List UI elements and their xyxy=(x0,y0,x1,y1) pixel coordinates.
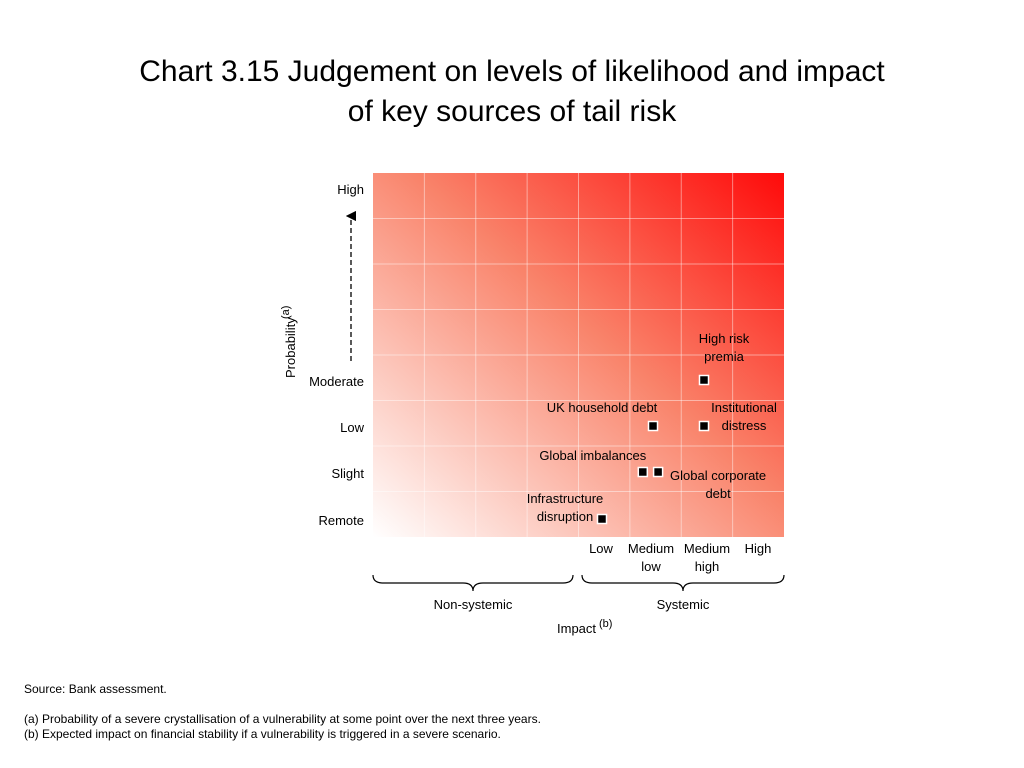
y-axis-label-superscript: (a) xyxy=(280,306,292,319)
data-point-label: Global corporate debt xyxy=(670,468,766,501)
x-tick-label: High xyxy=(745,541,772,556)
risk-matrix-chart: Remote Slight Low Moderate High Probability(a… xyxy=(280,173,785,636)
y-tick-label: Slight xyxy=(331,466,364,481)
y-tick-label: Moderate xyxy=(309,374,364,389)
data-point-marker xyxy=(637,466,649,478)
data-point-label: High risk premia xyxy=(699,331,750,364)
x-axis-label: Impact xyxy=(557,621,596,636)
data-point-marker xyxy=(647,420,659,432)
data-point-label: Infrastructure disruption xyxy=(527,491,604,524)
x-tick-label: Low xyxy=(589,541,613,556)
plot-background xyxy=(373,173,784,537)
y-axis-label: Probability xyxy=(283,317,298,378)
footnote-a: (a) Probability of a severe crystallisat… xyxy=(24,712,541,726)
x-axis-label-superscript: (b) xyxy=(599,618,612,630)
y-tick-label: Low xyxy=(340,420,364,435)
group-label-non-systemic: Non-systemic xyxy=(434,597,513,612)
non-systemic-brace xyxy=(372,574,574,592)
x-tick-label: Medium high xyxy=(684,541,730,574)
group-label-systemic: Systemic xyxy=(657,597,710,612)
data-point-marker xyxy=(698,374,710,386)
source-note: Source: Bank assessment. xyxy=(24,682,167,696)
data-point-label: Institutional distress xyxy=(711,400,777,433)
footnotes: Source: Bank assessment. (a) Probability… xyxy=(24,682,541,742)
systemic-brace xyxy=(581,574,785,592)
y-tick-label: High xyxy=(337,182,364,197)
data-point-marker xyxy=(596,513,608,525)
chart-title-line-1: Chart 3.15 Judgement on levels of likeli… xyxy=(139,55,885,88)
footnote-b: (b) Expected impact on financial stabili… xyxy=(24,727,501,741)
chart-title-line-2: of key sources of tail risk xyxy=(347,95,677,128)
y-tick-label: Remote xyxy=(318,513,364,528)
data-point-marker xyxy=(698,420,710,432)
x-tick-label: Medium low xyxy=(628,541,674,574)
chart-title: Chart 3.15 Judgement on levels of likeli… xyxy=(0,52,1024,132)
data-point-label: UK household debt xyxy=(547,400,658,415)
data-point-marker xyxy=(652,466,664,478)
data-point-label: Global imbalances xyxy=(539,448,646,463)
